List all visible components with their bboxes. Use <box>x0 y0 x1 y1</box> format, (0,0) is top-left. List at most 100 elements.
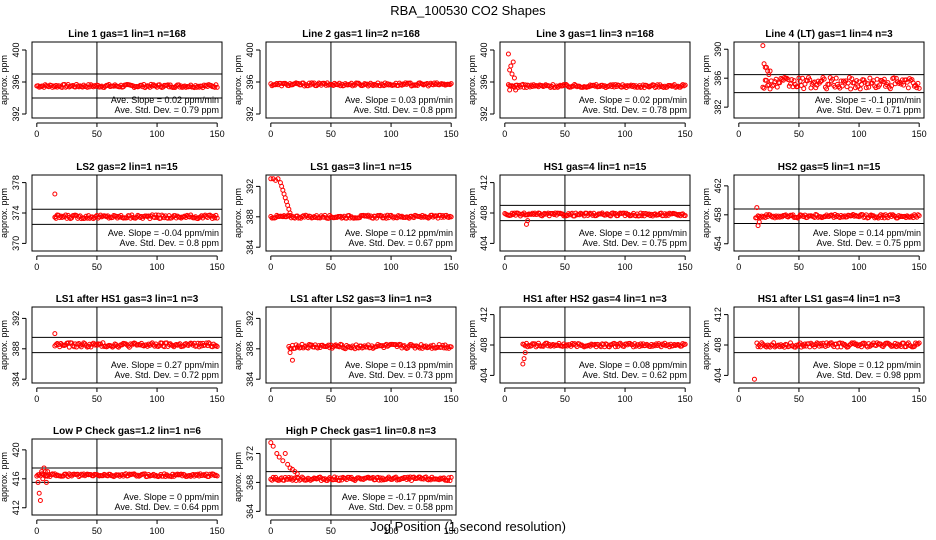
y-tick-label: 412 <box>479 307 489 322</box>
panel-2: Line 2 gas=1 lin=2 n=168 392 396 400approx.… <box>233 29 459 139</box>
data-point <box>608 213 614 219</box>
y-tick-label: 458 <box>713 207 723 222</box>
panel-14: High P Check gas=1 lin=0.8 n=3 364 368 372a… <box>233 426 459 536</box>
y-tick-label: 396 <box>245 74 255 89</box>
data-point <box>682 82 688 88</box>
x-tick-label: 100 <box>150 129 165 139</box>
data-point <box>891 343 897 349</box>
stddev-annotation: Ave. Std. Dev. = 0.78 ppm <box>583 105 687 115</box>
data-point <box>98 341 104 347</box>
x-tick-label: 100 <box>150 526 165 536</box>
x-tick-label: 0 <box>268 262 273 272</box>
data-point <box>880 79 886 85</box>
data-point <box>862 79 868 85</box>
y-tick-label: 392 <box>245 311 255 326</box>
data-point <box>508 63 514 69</box>
data-point <box>274 450 280 456</box>
y-tick-label: 412 <box>11 500 21 515</box>
plot-frame <box>265 438 457 516</box>
panel-title: Line 4 (LT) gas=1 lin=4 n=3 <box>765 29 893 40</box>
x-tick-label: 50 <box>560 129 570 139</box>
y-tick-label: 368 <box>245 475 255 490</box>
data-point <box>505 51 511 57</box>
y-tick-label: 390 <box>713 42 723 57</box>
stddev-annotation: Ave. Std. Dev. = 0.98 ppm <box>817 370 921 380</box>
x-tick-label: 100 <box>150 262 165 272</box>
data-point <box>908 214 914 220</box>
data-point <box>117 343 123 349</box>
data-point <box>680 82 686 88</box>
data-point <box>777 80 783 86</box>
data-point <box>763 77 769 83</box>
panel-title: Line 2 gas=1 lin=2 n=168 <box>302 29 420 40</box>
y-tick-label: 392 <box>479 106 489 121</box>
data-point <box>570 342 576 348</box>
data-point <box>268 176 274 182</box>
panel-title: HS2 gas=5 lin=1 n=15 <box>778 162 881 173</box>
data-point <box>322 212 328 218</box>
y-tick-label: 408 <box>713 337 723 352</box>
data-point <box>336 478 342 484</box>
y-axis-label: approx. ppm <box>233 452 243 502</box>
data-point <box>409 342 415 348</box>
x-tick-label: 0 <box>268 394 273 404</box>
data-point <box>788 81 794 87</box>
data-point <box>914 85 920 91</box>
panel-title: Line 1 gas=1 lin=1 n=168 <box>68 29 186 40</box>
data-point <box>297 477 303 483</box>
data-point <box>877 82 883 88</box>
x-tick-label: 150 <box>912 394 927 404</box>
data-point <box>53 215 59 221</box>
y-axis-label: approx. ppm <box>467 188 477 238</box>
data-point <box>108 343 114 349</box>
slope-annotation: Ave. Slope = 0.12 ppm/min <box>345 228 453 238</box>
data-point <box>214 215 220 221</box>
data-point <box>520 81 526 87</box>
data-point <box>535 340 541 346</box>
y-axis-label: approx. ppm <box>701 188 711 238</box>
data-point <box>611 84 617 90</box>
x-tick-label: 0 <box>502 129 507 139</box>
data-point <box>887 86 893 92</box>
x-tick-label: 0 <box>34 394 39 404</box>
x-tick-label: 150 <box>678 394 693 404</box>
data-point <box>891 75 897 81</box>
data-point <box>773 76 779 82</box>
panel-9: LS1 after HS1 gas=3 lin=1 n=3 384 388 392ap… <box>0 294 225 404</box>
x-tick-label: 150 <box>912 262 927 272</box>
data-point <box>110 344 116 350</box>
data-point <box>448 344 454 350</box>
slope-annotation: Ave. Slope = 0.08 ppm/min <box>579 360 687 370</box>
data-point <box>789 77 795 83</box>
y-tick-label: 412 <box>479 175 489 190</box>
data-point <box>289 357 295 363</box>
y-tick-label: 388 <box>11 341 21 356</box>
data-point <box>52 191 58 197</box>
data-point <box>511 75 517 81</box>
panel-title: LS2 gas=2 lin=1 n=15 <box>76 162 178 173</box>
data-point <box>896 80 902 86</box>
panel-title: LS1 after HS1 gas=3 lin=1 n=3 <box>56 294 199 305</box>
data-point <box>212 84 218 90</box>
plot-frame <box>499 41 691 119</box>
x-tick-label: 50 <box>326 526 336 536</box>
stddev-annotation: Ave. Std. Dev. = 0.71 ppm <box>817 105 921 115</box>
x-tick-label: 150 <box>210 262 225 272</box>
panel-4: Line 4 (LT) gas=1 lin=4 n=3 382 386 390appr… <box>701 29 927 139</box>
data-point <box>521 356 527 362</box>
data-point <box>818 79 824 85</box>
data-point <box>287 212 293 218</box>
data-point <box>680 341 686 347</box>
data-point <box>898 81 904 87</box>
x-tick-label: 0 <box>736 394 741 404</box>
data-point <box>282 450 288 456</box>
data-point <box>427 344 433 350</box>
y-axis-label: approx. ppm <box>467 320 477 370</box>
data-point <box>896 343 902 349</box>
x-tick-label: 50 <box>794 394 804 404</box>
x-tick-label: 50 <box>92 394 102 404</box>
data-point <box>866 84 872 90</box>
y-tick-label: 404 <box>479 368 489 383</box>
panel-10: LS1 after LS2 gas=3 lin=1 n=3 384 388 392ap… <box>233 294 459 404</box>
